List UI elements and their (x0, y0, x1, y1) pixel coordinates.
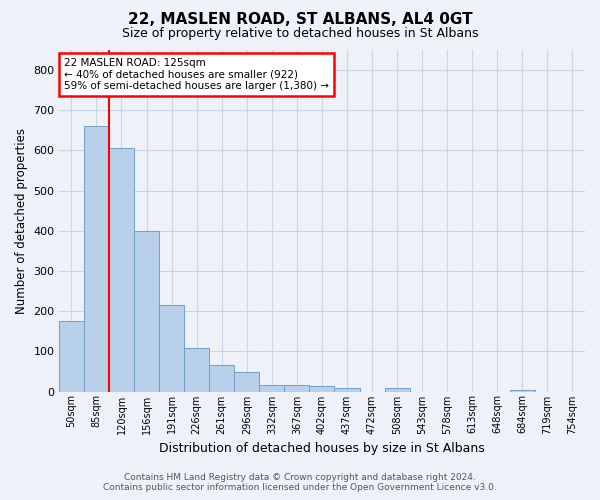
Bar (334, 388, 359, 392)
Bar (109, 148, 134, 392)
Bar (510, 390, 535, 392)
Bar (134, 231, 159, 392)
Bar (284, 385, 310, 392)
Text: Size of property relative to detached houses in St Albans: Size of property relative to detached ho… (122, 28, 478, 40)
Bar (59, 321, 84, 392)
Bar (84, 126, 109, 392)
Bar (184, 348, 209, 392)
Y-axis label: Number of detached properties: Number of detached properties (15, 128, 28, 314)
Bar (259, 384, 284, 392)
Text: 22 MASLEN ROAD: 125sqm
← 40% of detached houses are smaller (922)
59% of semi-de: 22 MASLEN ROAD: 125sqm ← 40% of detached… (64, 58, 329, 91)
Bar (234, 372, 259, 392)
Bar (209, 366, 234, 392)
Text: Contains HM Land Registry data © Crown copyright and database right 2024.
Contai: Contains HM Land Registry data © Crown c… (103, 473, 497, 492)
Bar (159, 305, 184, 392)
Bar (310, 386, 334, 392)
Bar (385, 388, 410, 392)
X-axis label: Distribution of detached houses by size in St Albans: Distribution of detached houses by size … (159, 442, 485, 455)
Text: 22, MASLEN ROAD, ST ALBANS, AL4 0GT: 22, MASLEN ROAD, ST ALBANS, AL4 0GT (128, 12, 472, 28)
